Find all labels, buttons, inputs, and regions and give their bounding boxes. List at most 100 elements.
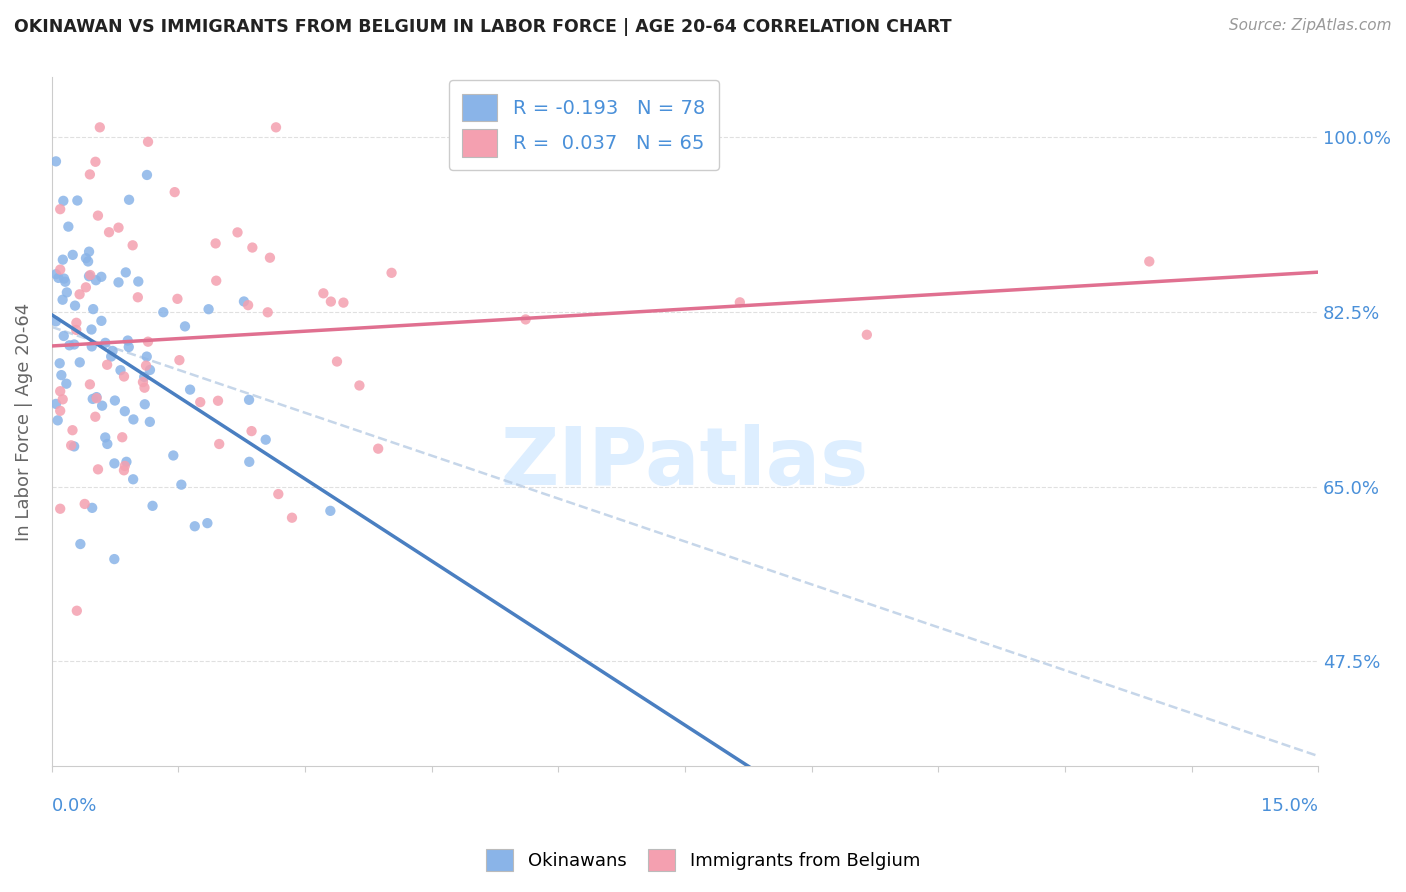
Point xyxy=(134,381,156,395)
Point xyxy=(134,370,156,384)
Point xyxy=(112,463,135,477)
Point xyxy=(226,226,249,240)
Point xyxy=(65,323,87,337)
Point xyxy=(82,500,104,515)
Point xyxy=(111,430,134,444)
Point xyxy=(79,268,101,282)
Point xyxy=(114,404,136,418)
Point xyxy=(208,437,231,451)
Point xyxy=(114,265,136,279)
Point xyxy=(110,363,132,377)
Point xyxy=(332,295,354,310)
Text: 15.0%: 15.0% xyxy=(1261,797,1319,814)
Point xyxy=(312,286,335,301)
Point xyxy=(134,397,156,411)
Legend: Okinawans, Immigrants from Belgium: Okinawans, Immigrants from Belgium xyxy=(479,842,927,879)
Point xyxy=(65,316,87,330)
Point xyxy=(132,375,155,389)
Point xyxy=(169,353,191,368)
Point xyxy=(103,552,125,566)
Point xyxy=(233,294,256,309)
Point xyxy=(117,334,139,348)
Text: OKINAWAN VS IMMIGRANTS FROM BELGIUM IN LABOR FORCE | AGE 20-64 CORRELATION CHART: OKINAWAN VS IMMIGRANTS FROM BELGIUM IN L… xyxy=(14,18,952,36)
Point xyxy=(75,251,97,265)
Point xyxy=(77,269,100,284)
Point xyxy=(52,329,75,343)
Point xyxy=(728,295,751,310)
Point xyxy=(52,194,75,208)
Point xyxy=(136,168,159,182)
Point xyxy=(118,340,141,354)
Point xyxy=(100,350,122,364)
Point xyxy=(56,285,79,300)
Point xyxy=(73,497,96,511)
Point xyxy=(69,355,91,369)
Point xyxy=(856,327,879,342)
Point xyxy=(49,202,72,217)
Point xyxy=(349,378,371,392)
Point xyxy=(107,220,129,235)
Point xyxy=(49,404,72,418)
Point xyxy=(58,219,80,234)
Point xyxy=(53,271,76,285)
Text: ZIPatlas: ZIPatlas xyxy=(501,424,869,502)
Point xyxy=(66,604,89,618)
Point xyxy=(45,314,67,328)
Point xyxy=(52,392,75,407)
Point xyxy=(46,413,69,427)
Point xyxy=(380,266,402,280)
Point xyxy=(91,399,114,413)
Text: 0.0%: 0.0% xyxy=(52,797,97,814)
Point xyxy=(135,359,157,373)
Point xyxy=(79,377,101,392)
Point xyxy=(49,262,72,277)
Point xyxy=(62,248,84,262)
Point xyxy=(98,225,121,239)
Point xyxy=(84,154,107,169)
Point xyxy=(281,510,304,524)
Point xyxy=(96,358,118,372)
Point xyxy=(48,271,70,285)
Point xyxy=(163,185,186,199)
Point xyxy=(96,437,118,451)
Point xyxy=(87,462,110,476)
Point xyxy=(197,302,219,317)
Point xyxy=(136,135,159,149)
Point xyxy=(326,354,349,368)
Point xyxy=(256,305,278,319)
Point xyxy=(238,392,260,407)
Point xyxy=(90,314,112,328)
Point xyxy=(264,120,287,135)
Point xyxy=(103,457,125,471)
Point xyxy=(82,302,104,317)
Point xyxy=(142,499,165,513)
Point xyxy=(127,290,149,304)
Point xyxy=(66,194,89,208)
Point xyxy=(179,383,201,397)
Point xyxy=(48,356,70,370)
Point xyxy=(152,305,174,319)
Point xyxy=(236,298,259,312)
Point xyxy=(49,384,72,399)
Point xyxy=(45,154,67,169)
Point xyxy=(240,424,263,438)
Point xyxy=(121,238,143,252)
Point xyxy=(122,472,145,486)
Point xyxy=(79,168,101,182)
Point xyxy=(115,455,138,469)
Text: Source: ZipAtlas.com: Source: ZipAtlas.com xyxy=(1229,18,1392,33)
Point xyxy=(319,504,342,518)
Point xyxy=(238,455,260,469)
Point xyxy=(69,287,91,301)
Point xyxy=(82,392,104,406)
Point xyxy=(367,442,389,456)
Point xyxy=(195,516,218,530)
Point xyxy=(49,501,72,516)
Point xyxy=(75,280,97,294)
Point xyxy=(89,120,111,135)
Point xyxy=(84,409,107,424)
Point xyxy=(107,276,129,290)
Point xyxy=(86,390,108,404)
Point xyxy=(1137,254,1160,268)
Point xyxy=(174,319,197,334)
